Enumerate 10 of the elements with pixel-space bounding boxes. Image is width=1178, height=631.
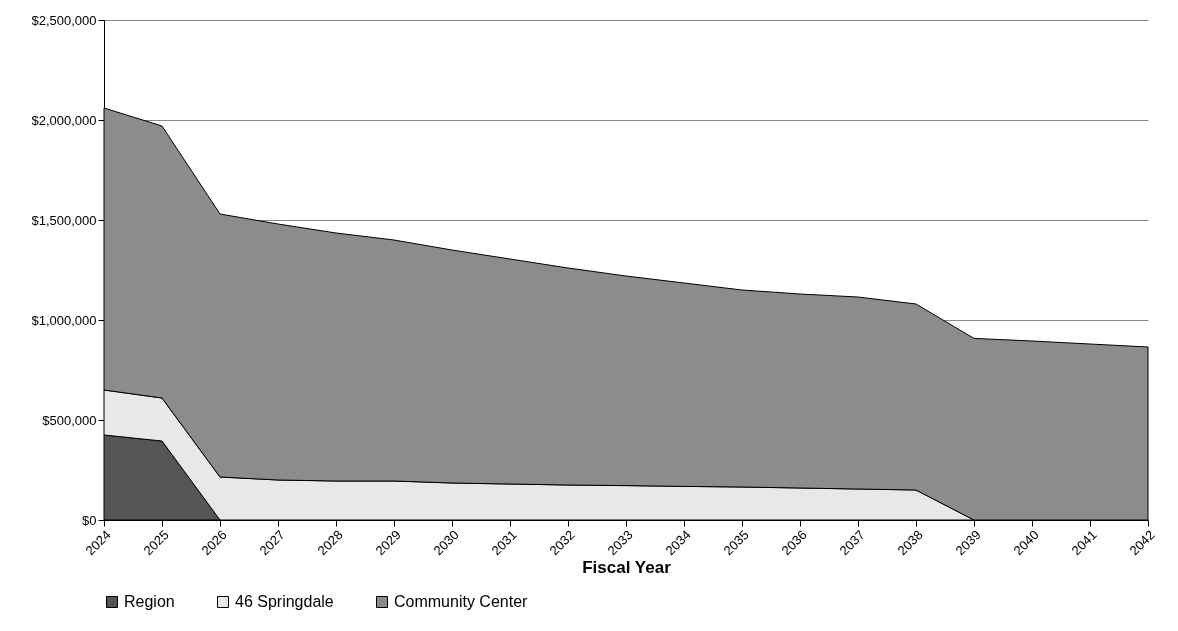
y-tick-label: $0 bbox=[82, 512, 97, 528]
y-tick-label: $2,000,000 bbox=[31, 112, 97, 128]
x-axis-title: Fiscal Year bbox=[582, 558, 672, 578]
y-tick-label: $500,000 bbox=[42, 412, 97, 428]
y-tick-label: $1,500,000 bbox=[31, 212, 97, 228]
y-tick-label: $2,500,000 bbox=[31, 12, 97, 28]
legend-label: Region bbox=[124, 593, 175, 610]
legend-label: 46 Springdale bbox=[235, 593, 334, 610]
y-tick-label: $1,000,000 bbox=[31, 312, 97, 328]
legend-label: Community Center bbox=[394, 593, 529, 610]
